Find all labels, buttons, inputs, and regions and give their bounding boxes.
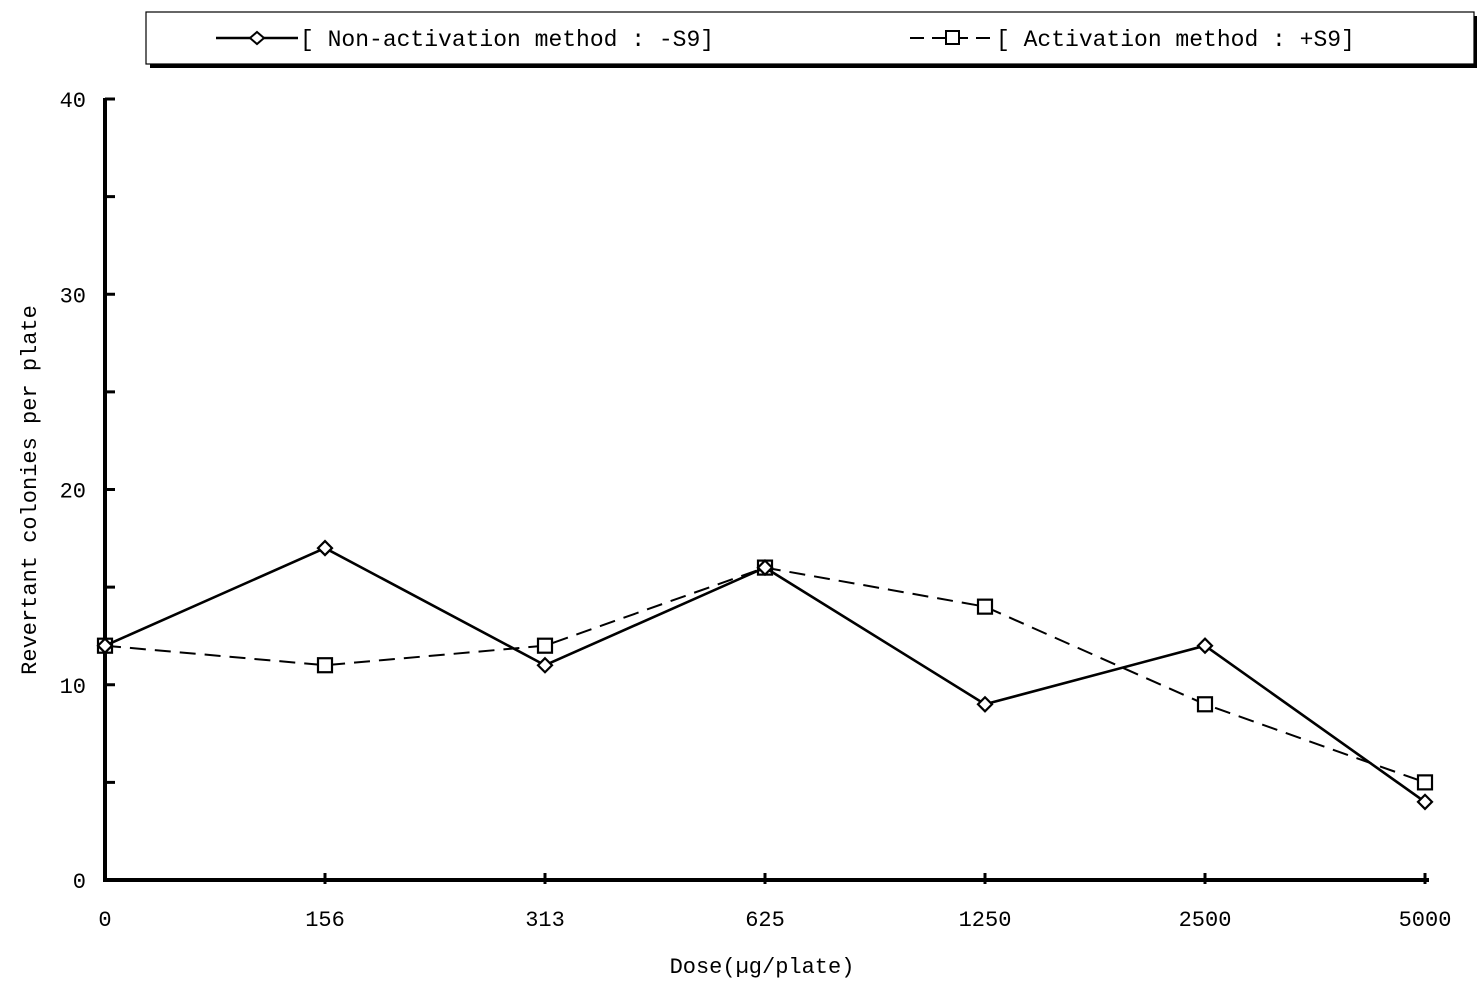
axes [103,98,1429,882]
x-tick-label: 2500 [1179,908,1232,933]
data-point-diamond [976,695,994,713]
data-point-square [976,598,994,615]
x-tick-labels: 0 156 313 625 1250 2500 5000 [98,908,1451,933]
series-line-activation [104,566,1426,784]
y-tick-label: 0 [73,870,86,895]
legend-label-activation: [ Activation method : +S9] [996,27,1355,53]
series-line-non-activation [104,546,1426,803]
x-axis-title: Dose(µg/plate) [670,955,855,980]
legend-label-non-activation: [ Non-activation method : -S9] [300,27,714,53]
data-point-square [536,637,554,654]
data-point-square [1196,696,1214,713]
legend-frame [145,11,1475,65]
y-tick-label: 30 [60,284,86,309]
x-tick-label: 156 [305,908,345,933]
y-tick-labels: 0 10 20 30 40 [60,89,86,895]
data-point-diamond [96,637,114,655]
data-point-diamond [536,656,554,674]
data-point-square [1416,774,1434,791]
data-point-diamond [316,539,334,557]
y-tick-label: 20 [60,480,86,505]
x-tick-label: 5000 [1399,908,1452,933]
x-tick-label: 1250 [959,908,1012,933]
x-tick-label: 625 [745,908,785,933]
series-layer [96,539,1434,811]
x-tick-label: 313 [525,908,565,933]
y-axis-title: Revertant colonies per plate [18,305,43,675]
data-point-diamond [1416,793,1434,811]
y-tick-label: 40 [60,89,86,114]
ticks [105,97,1427,884]
legend: [ Non-activation method : -S9] [ Activat… [145,11,1477,68]
data-point-square [316,657,334,674]
data-point-diamond [1196,637,1214,655]
legend-square-marker [945,30,960,45]
x-tick-label: 0 [98,908,111,933]
y-tick-label: 10 [60,675,86,700]
data-point-diamond [756,559,774,577]
legend-diamond-marker [248,30,266,46]
